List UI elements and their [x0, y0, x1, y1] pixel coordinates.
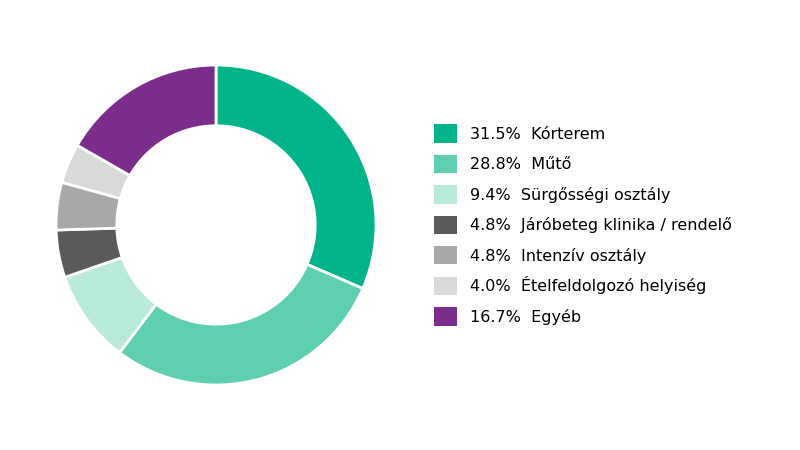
Wedge shape: [62, 145, 130, 198]
Wedge shape: [56, 228, 122, 277]
Wedge shape: [119, 265, 363, 385]
Wedge shape: [56, 182, 120, 230]
Wedge shape: [216, 65, 376, 288]
Legend: 31.5%  Kórterem, 28.8%  Műtő, 9.4%  Sürgősségi osztály, 4.8%  Járóbeteg klinika : 31.5% Kórterem, 28.8% Műtő, 9.4% Sürgőss…: [428, 118, 738, 332]
Wedge shape: [65, 257, 156, 353]
Wedge shape: [78, 65, 216, 176]
